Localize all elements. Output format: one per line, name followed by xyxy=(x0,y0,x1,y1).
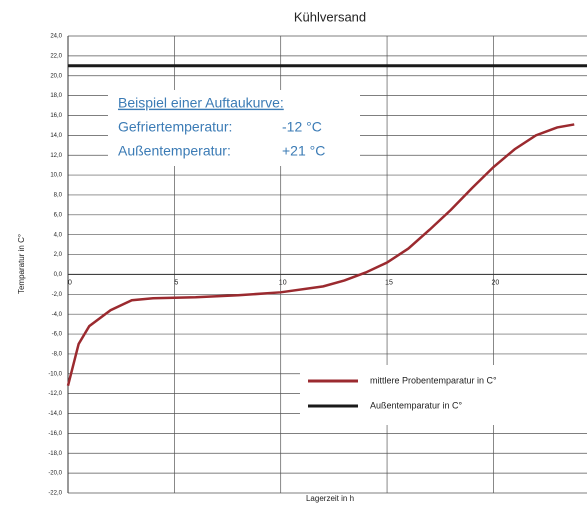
legend-box xyxy=(300,365,587,425)
x-tick-label: 10 xyxy=(279,279,287,286)
annotation-value: -12 °C xyxy=(282,119,322,135)
y-tick-label: -16,0 xyxy=(48,431,62,437)
legend-label: mittlere Probentemparatur in C° xyxy=(370,375,497,385)
x-tick-label: 15 xyxy=(385,279,393,286)
y-tick-label: -12,0 xyxy=(48,391,62,397)
y-tick-label: 6,0 xyxy=(54,212,63,218)
y-tick-label: -8,0 xyxy=(52,351,63,357)
legend-label: Außentemparatur in C° xyxy=(370,400,463,410)
y-tick-label: 18,0 xyxy=(50,93,62,99)
x-tick-label: 5 xyxy=(174,279,178,286)
y-tick-label: -22,0 xyxy=(48,491,62,497)
y-tick-label: -20,0 xyxy=(48,471,62,477)
y-tick-label: 14,0 xyxy=(50,133,62,139)
y-axis-label: Temparatur in C° xyxy=(17,234,26,294)
y-tick-label: -18,0 xyxy=(48,451,62,457)
y-tick-label: 10,0 xyxy=(50,173,62,179)
chart-title: Kühlversand xyxy=(294,9,366,24)
annotation-heading: Beispiel einer Auftaukurve: xyxy=(118,95,284,111)
y-tick-label: -4,0 xyxy=(52,312,63,318)
x-tick-label: 0 xyxy=(68,279,72,286)
annotation-box xyxy=(108,90,360,166)
y-tick-label: 12,0 xyxy=(50,153,62,159)
annotation-label: Gefriertemperatur: xyxy=(118,119,232,135)
y-tick-label: -6,0 xyxy=(52,332,63,338)
y-tick-label: 0,0 xyxy=(54,272,63,278)
x-tick-label: 20 xyxy=(492,279,500,286)
y-tick-label: 8,0 xyxy=(54,193,63,199)
annotation-value: +21 °C xyxy=(282,143,325,159)
y-tick-label: -10,0 xyxy=(48,371,62,377)
annotation-label: Außentemperatur: xyxy=(118,143,231,159)
y-tick-label: 2,0 xyxy=(54,252,63,258)
y-tick-label: 22,0 xyxy=(50,53,62,59)
series-line xyxy=(66,123,575,387)
x-axis-label: Lagerzeit in h xyxy=(306,494,354,503)
y-tick-label: 20,0 xyxy=(50,73,62,79)
y-tick-label: 4,0 xyxy=(54,232,63,238)
y-tick-label: -14,0 xyxy=(48,411,62,417)
y-tick-label: -2,0 xyxy=(52,292,63,298)
y-tick-label: 24,0 xyxy=(50,34,62,40)
y-tick-label: 16,0 xyxy=(50,113,62,119)
